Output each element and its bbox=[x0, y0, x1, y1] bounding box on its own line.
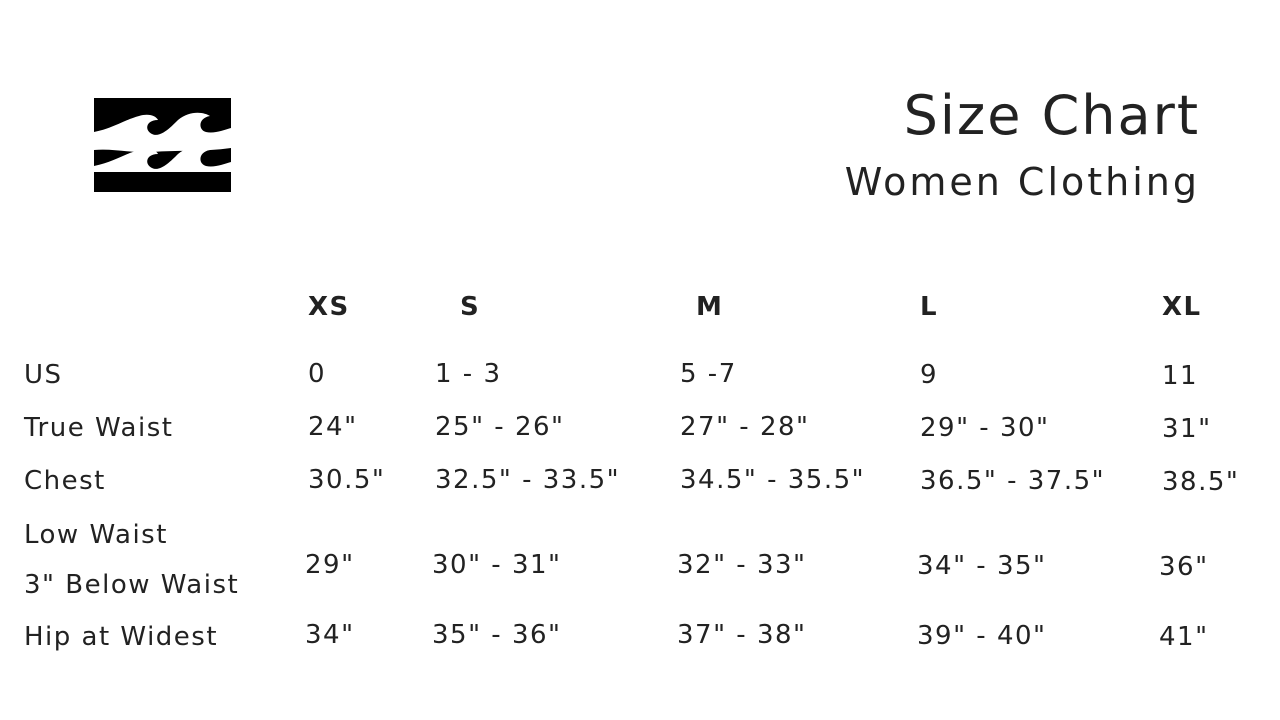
table-cell: 34" bbox=[305, 620, 355, 650]
row-label-secondary: 3" Below Waist bbox=[24, 570, 240, 600]
row-label: Hip at Widest bbox=[24, 622, 219, 652]
table-cell: 31" bbox=[1162, 414, 1212, 444]
column-header-xs: XS bbox=[308, 292, 350, 322]
table-cell: 36" bbox=[1159, 552, 1209, 582]
table-cell: 9 bbox=[920, 360, 939, 390]
row-label: True Waist bbox=[24, 413, 174, 443]
column-header-xl: XL bbox=[1162, 292, 1202, 322]
table-cell: 29" bbox=[305, 550, 355, 580]
table-cell: 34" - 35" bbox=[917, 551, 1047, 581]
table-cell: 30" - 31" bbox=[432, 550, 562, 580]
table-cell: 1 - 3 bbox=[435, 359, 502, 389]
table-cell: 34.5" - 35.5" bbox=[680, 465, 866, 495]
table-cell: 27" - 28" bbox=[680, 412, 810, 442]
table-cell: 30.5" bbox=[308, 465, 386, 495]
table-cell: 29" - 30" bbox=[920, 413, 1050, 443]
table-cell: 0 bbox=[308, 359, 327, 389]
table-cell: 5 -7 bbox=[680, 359, 737, 389]
table-cell: 36.5" - 37.5" bbox=[920, 466, 1106, 496]
column-header-m: M bbox=[696, 292, 724, 322]
row-label: US bbox=[24, 360, 63, 390]
page-subtitle: Women Clothing bbox=[844, 160, 1200, 204]
table-cell: 11 bbox=[1162, 361, 1199, 391]
table-cell: 25" - 26" bbox=[435, 412, 565, 442]
table-cell: 38.5" bbox=[1162, 467, 1240, 497]
table-cell: 32" - 33" bbox=[677, 550, 807, 580]
table-cell: 39" - 40" bbox=[917, 621, 1047, 651]
table-cell: 24" bbox=[308, 412, 358, 442]
column-header-s: S bbox=[460, 292, 481, 322]
table-cell: 32.5" - 33.5" bbox=[435, 465, 621, 495]
row-label: Low Waist bbox=[24, 520, 168, 550]
table-cell: 35" - 36" bbox=[432, 620, 562, 650]
table-cell: 37" - 38" bbox=[677, 620, 807, 650]
page-title: Size Chart bbox=[903, 84, 1200, 147]
table-cell: 41" bbox=[1159, 622, 1209, 652]
row-label: Chest bbox=[24, 466, 106, 496]
brand-logo bbox=[94, 98, 231, 192]
column-header-l: L bbox=[920, 292, 939, 322]
